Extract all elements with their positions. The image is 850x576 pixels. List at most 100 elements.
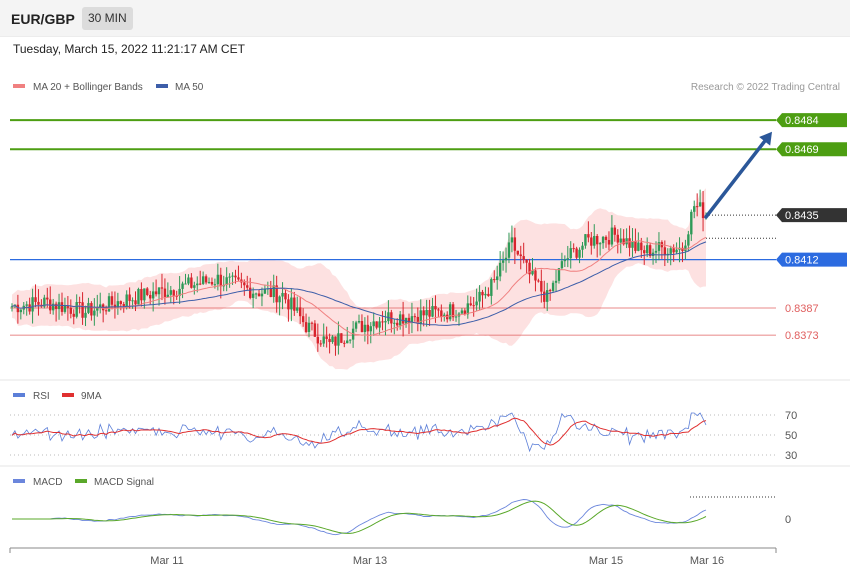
timeframe-badge[interactable]: 30 MIN: [82, 7, 133, 30]
candle-body: [475, 301, 478, 306]
candle-body: [695, 206, 699, 208]
candle-body: [443, 314, 446, 317]
candle-body: [648, 245, 652, 257]
candle-body: [528, 262, 531, 275]
legend-macd-signal: MACD Signal: [94, 477, 154, 488]
candle-body: [43, 297, 46, 307]
candle-body: [616, 234, 619, 243]
candle-body: [384, 321, 387, 323]
price-level-label: 0.8484: [785, 115, 819, 127]
candle-body: [187, 277, 190, 284]
legend-ma20: MA 20 + Bollinger Bands: [33, 82, 143, 93]
price-level-label: 0.8373: [785, 330, 819, 342]
candle-body: [363, 324, 367, 333]
candle-body: [251, 293, 255, 298]
candle-body: [246, 285, 249, 288]
candle-body: [519, 254, 522, 257]
candle-body: [563, 259, 567, 262]
candle-body: [69, 307, 73, 314]
candle-body: [16, 304, 20, 313]
candle-body: [663, 247, 667, 256]
candle-body: [672, 248, 675, 253]
candle-body: [431, 306, 434, 317]
candle-body: [428, 309, 431, 317]
legend-swatch-macd-signal: [75, 479, 87, 483]
candle-body: [119, 301, 123, 305]
candle-body: [325, 336, 328, 339]
candle-body: [254, 293, 258, 295]
candle-body: [99, 304, 102, 308]
rsi-level-label: 70: [785, 410, 797, 422]
candle-body: [481, 291, 484, 296]
candle-body: [228, 276, 231, 278]
moving-averages: [11, 236, 707, 337]
timestamp: Tuesday, March 15, 2022 11:21:17 AM CET: [13, 42, 245, 56]
candle-body: [507, 242, 511, 258]
rsi-ma-line: [11, 417, 707, 446]
candle-body: [131, 300, 134, 302]
x-tick-label: Mar 13: [353, 555, 387, 567]
candle-body: [460, 310, 464, 314]
candle-body: [331, 336, 334, 343]
candle-body: [31, 297, 34, 312]
candle-body: [366, 324, 370, 332]
candle-body: [693, 206, 696, 212]
candle-body: [234, 275, 237, 278]
candle-body: [72, 313, 75, 317]
rsi-panel: 70 50 30: [10, 410, 797, 462]
candle-body: [554, 280, 558, 283]
candle-body: [248, 287, 252, 298]
candle-body: [322, 336, 325, 344]
candle-body: [578, 249, 581, 258]
candle-body: [654, 250, 658, 253]
candle-body: [207, 281, 211, 283]
candle-body: [354, 322, 358, 329]
candle-body: [425, 309, 428, 316]
candle-body: [413, 316, 417, 318]
candle-body: [237, 277, 240, 280]
price-level-label: 0.8387: [785, 303, 819, 315]
candle-body: [587, 234, 590, 238]
candle-body: [551, 282, 555, 291]
candle-body: [178, 288, 181, 296]
candle-body: [440, 310, 443, 317]
candle-body: [598, 243, 602, 245]
candle-body: [625, 238, 628, 245]
candle-body: [84, 312, 87, 318]
candle-body: [272, 285, 275, 297]
candle-body: [243, 282, 246, 286]
candle-body: [10, 306, 14, 308]
candle-body: [487, 293, 490, 296]
candle-body: [478, 291, 481, 302]
rsi-level-label: 50: [785, 430, 797, 442]
candle-body: [107, 296, 111, 312]
symbol-label: EUR/GBP: [11, 11, 75, 27]
legend-swatch-macd: [13, 479, 25, 483]
candle-body: [437, 309, 440, 311]
candle-body: [607, 239, 611, 245]
candle-body: [204, 276, 208, 283]
forecast-arrow-head: [759, 131, 772, 146]
price-level-label: 0.8435: [785, 210, 819, 222]
candle-body: [687, 234, 690, 246]
candle-body: [372, 321, 375, 327]
candle-body: [284, 292, 287, 300]
candle-body: [278, 296, 281, 303]
candle-body: [369, 326, 372, 332]
legend-ma50: MA 50: [175, 82, 204, 93]
candle-body: [219, 274, 222, 287]
candle-body: [210, 281, 214, 285]
candle-body: [498, 262, 502, 277]
bollinger-band-area: [12, 188, 706, 370]
candle-body: [410, 316, 414, 323]
candle-body: [140, 288, 143, 301]
candle-body: [543, 291, 546, 302]
candle-body: [216, 274, 220, 285]
candle-body: [396, 322, 399, 326]
candle-body: [78, 302, 81, 304]
candle-body: [422, 310, 425, 316]
candle-body: [595, 236, 599, 245]
price-levels: [10, 119, 776, 336]
candle-body: [622, 238, 625, 245]
candle-body: [566, 258, 569, 260]
